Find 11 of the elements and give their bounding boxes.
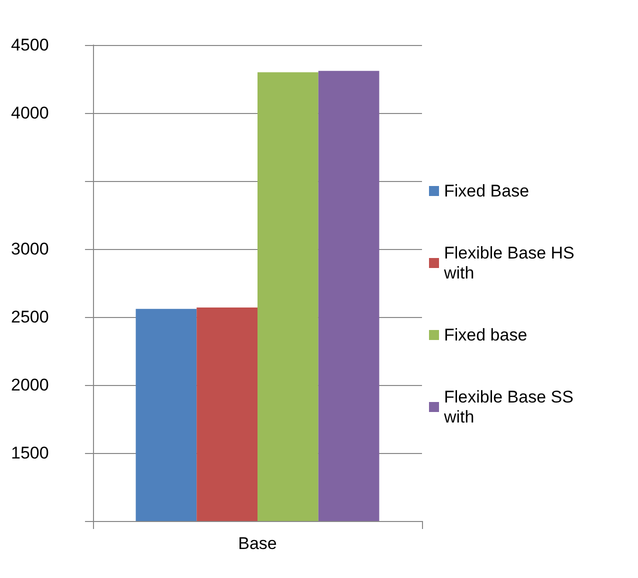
legend-label: Flexible Base SS with [443,388,574,426]
legend-label: Fixed Base [444,182,530,200]
y-tick-label: 2500 [11,308,49,326]
legend-label: Flexible Base HS with [443,244,574,282]
x-tick-label: Base [238,534,277,553]
y-tick-label: 4500 [11,36,49,54]
y-tick-label: 1500 [11,444,49,462]
y-tick-label: 3000 [11,240,49,258]
y-tick-label: 2000 [11,376,49,394]
y-tick-label: 4000 [11,104,49,122]
legend-label: Fixed base [444,326,528,344]
